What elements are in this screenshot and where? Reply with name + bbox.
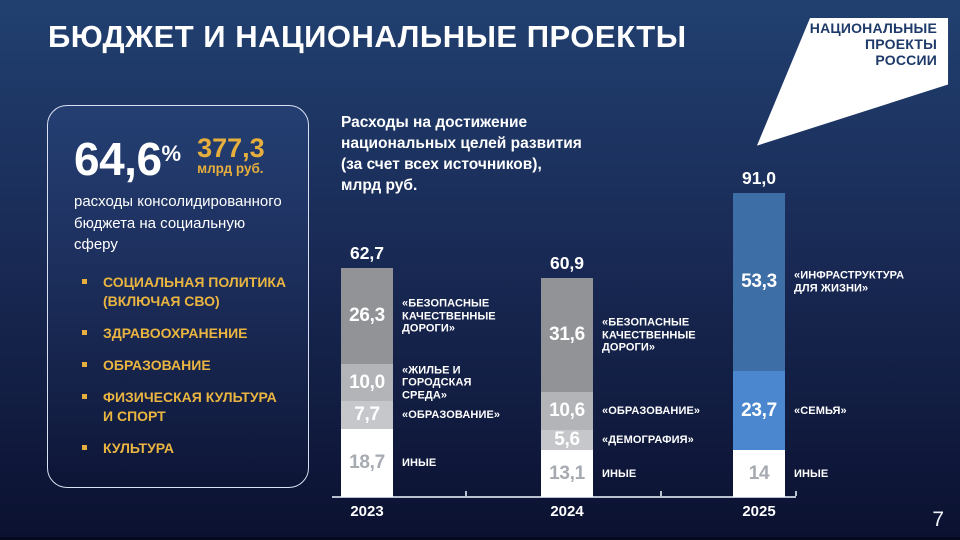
list-item: ФИЗИЧЕСКАЯ КУЛЬТУРА И СПОРТ bbox=[74, 388, 288, 426]
page-title: БЮДЖЕТ И НАЦИОНАЛЬНЫЕ ПРОЕКТЫ bbox=[48, 19, 687, 54]
segment-value: 26,3 bbox=[349, 305, 385, 326]
segment-label: «ОБРАЗОВАНИЕ» bbox=[602, 404, 701, 417]
axis-tick bbox=[660, 491, 662, 496]
bar-segment: 53,3 bbox=[733, 193, 785, 371]
stat-percentage: 64,6% bbox=[74, 132, 182, 182]
bullet-label: СОЦИАЛЬНАЯ ПОЛИТИКА (ВКЛЮЧАЯ СВО) bbox=[103, 273, 287, 309]
bullet-label: ЗДРАВООХРАНЕНИЕ bbox=[103, 324, 248, 341]
chart-title: Расходы на достижение национальных целей… bbox=[341, 114, 582, 194]
bar-total-label: 62,7 bbox=[349, 243, 385, 263]
x-axis-label: 2024 bbox=[550, 503, 584, 520]
bar-segment: 7,7 bbox=[341, 401, 393, 429]
segment-value: 5,6 bbox=[554, 429, 580, 450]
segment-value: 14 bbox=[748, 462, 770, 484]
amount-value: 377,3 bbox=[197, 133, 265, 163]
bar-segment: 31,6 bbox=[541, 278, 593, 392]
bar-segment: 5,6 bbox=[541, 429, 593, 450]
bar-segment: 18,7 bbox=[341, 429, 393, 497]
amount-block: 377,3 млрд руб. bbox=[197, 133, 265, 177]
segment-value: 31,6 bbox=[549, 324, 585, 345]
segment-label: «ДЕМОГРАФИЯ» bbox=[602, 433, 694, 446]
segment-value: 10,0 bbox=[349, 371, 385, 393]
national-projects-logo: НАЦИОНАЛЬНЫЕ ПРОЕКТЫ РОССИИ bbox=[756, 17, 949, 146]
panel-description: расходы консолидированного бюджета на со… bbox=[74, 193, 282, 253]
segment-label: «ОБРАЗОВАНИЕ» bbox=[402, 408, 501, 421]
list-item: СОЦИАЛЬНАЯ ПОЛИТИКА (ВКЛЮЧАЯ СВО) bbox=[74, 273, 288, 311]
segment-value: 10,6 bbox=[549, 400, 585, 421]
bullet-square-icon bbox=[82, 444, 87, 450]
amount-unit: млрд руб. bbox=[197, 161, 264, 176]
page-number: 7 bbox=[932, 508, 944, 531]
segment-value: 18,7 bbox=[349, 452, 385, 473]
bar-segment: 10,0 bbox=[341, 364, 393, 401]
bar-segment: 13,1 bbox=[541, 450, 593, 497]
logo-text: НАЦИОНАЛЬНЫЕ ПРОЕКТЫ РОССИИ bbox=[809, 20, 937, 68]
list-item: ЗДРАВООХРАНЕНИЕ bbox=[74, 324, 288, 343]
bullet-square-icon bbox=[82, 393, 87, 399]
segment-label: «СЕМЬЯ» bbox=[794, 404, 847, 417]
segment-label: «ЖИЛЬЕ И ГОРОДСКАЯ СРЕДА» bbox=[402, 363, 472, 401]
bar-segment: 26,3 bbox=[341, 268, 393, 364]
slide-bottom-edge bbox=[0, 537, 960, 540]
segment-value: 13,1 bbox=[549, 462, 585, 484]
bar-total-label: 60,9 bbox=[549, 253, 585, 273]
segment-value: 53,3 bbox=[741, 271, 777, 292]
social-budget-panel: 64,6% 377,3 млрд руб. расходы консолидир… bbox=[47, 105, 309, 488]
bar-segment: 10,6 bbox=[541, 392, 593, 430]
x-axis-label: 2025 bbox=[742, 503, 776, 520]
axis-tick bbox=[465, 491, 467, 496]
bullet-square-icon bbox=[82, 361, 87, 367]
bar-segment: 23,7 bbox=[733, 371, 785, 450]
bar-group: 53,3 23,7 14 bbox=[733, 193, 785, 497]
segment-value: 23,7 bbox=[741, 399, 777, 421]
bullet-label: ОБРАЗОВАНИЕ bbox=[103, 356, 211, 373]
list-item: ОБРАЗОВАНИЕ bbox=[74, 356, 288, 375]
segment-label: ИНЫЕ bbox=[402, 456, 437, 469]
segment-label: «ИНФРАСТРУКТУРА ДЛЯ ЖИЗНИ» bbox=[794, 269, 905, 295]
bullet-square-icon bbox=[82, 278, 87, 284]
bar-segment: 14 bbox=[733, 450, 785, 497]
stat-value: 64,6 bbox=[74, 133, 162, 185]
segment-label: «БЕЗОПАСНЫЕ КАЧЕСТВЕННЫЕ ДОРОГИ» bbox=[602, 316, 696, 354]
segment-label: «БЕЗОПАСНЫЕ КАЧЕСТВЕННЫЕ ДОРОГИ» bbox=[402, 297, 496, 335]
x-axis-label: 2023 bbox=[350, 503, 384, 520]
bar-group: 31,6 10,6 5,6 13,1 bbox=[541, 278, 593, 497]
bar-total-label: 91,0 bbox=[741, 168, 777, 188]
bullet-label: КУЛЬТУРА bbox=[103, 439, 175, 456]
stat-unit: % bbox=[161, 141, 182, 166]
segment-label: ИНЫЕ bbox=[794, 467, 829, 480]
bar-group: 26,3 10,0 7,7 18,7 bbox=[341, 268, 393, 497]
list-item: КУЛЬТУРА bbox=[74, 439, 288, 458]
bullet-label: ФИЗИЧЕСКАЯ КУЛЬТУРА И СПОРТ bbox=[103, 388, 277, 424]
axis-tick bbox=[795, 491, 797, 496]
segment-label: ИНЫЕ bbox=[602, 467, 637, 480]
x-axis-line bbox=[332, 496, 796, 498]
segment-value: 7,7 bbox=[354, 404, 380, 425]
panel-bullet-list: СОЦИАЛЬНАЯ ПОЛИТИКА (ВКЛЮЧАЯ СВО) ЗДРАВОО… bbox=[74, 273, 288, 458]
stat-row: 64,6% 377,3 млрд руб. bbox=[74, 132, 288, 183]
bullet-square-icon bbox=[82, 329, 87, 335]
